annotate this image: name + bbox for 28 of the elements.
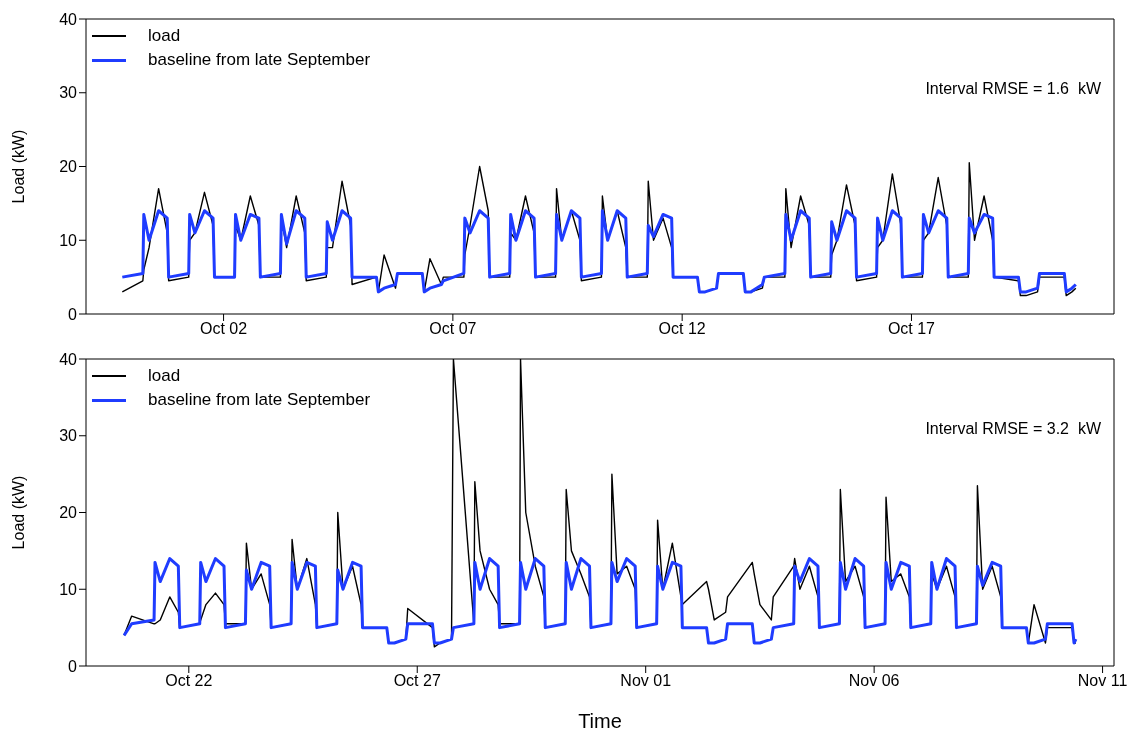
x-tick-label: Oct 02 xyxy=(200,320,248,338)
y-tick-label: 30 xyxy=(59,427,78,445)
y-axis-title: Load (kW) xyxy=(9,475,27,550)
y-tick-label: 0 xyxy=(68,657,78,675)
y-tick-label: 10 xyxy=(59,580,78,598)
x-tick-label: Oct 27 xyxy=(393,672,441,690)
annotation: Interval RMSE = 3.2 kW xyxy=(925,420,1101,438)
x-tick-label: Nov 01 xyxy=(620,672,672,690)
y-tick-label: 20 xyxy=(59,158,78,176)
legend-label: load xyxy=(148,365,181,387)
annotation: Interval RMSE = 1.6 kW xyxy=(925,80,1101,98)
x-tick-label: Nov 06 xyxy=(848,672,900,690)
x-tick-label: Oct 22 xyxy=(165,672,213,690)
y-tick-label: 20 xyxy=(59,504,78,522)
x-axis-title: Time xyxy=(578,710,622,732)
y-tick-label: 40 xyxy=(59,350,78,368)
legend-label: baseline from late September xyxy=(148,389,371,411)
legend-label: baseline from late September xyxy=(148,49,371,71)
y-tick-label: 10 xyxy=(59,231,78,249)
y-tick-label: 40 xyxy=(59,10,78,28)
y-tick-label: 30 xyxy=(59,84,78,102)
y-axis-title: Load (kW) xyxy=(9,129,27,204)
x-tick-label: Oct 07 xyxy=(429,320,477,338)
y-tick-label: 0 xyxy=(68,305,78,323)
x-tick-label: Oct 17 xyxy=(887,320,936,338)
x-tick-label: Oct 12 xyxy=(658,320,706,338)
legend-label: load xyxy=(148,25,181,47)
x-tick-label: Nov 11 xyxy=(1077,672,1128,690)
